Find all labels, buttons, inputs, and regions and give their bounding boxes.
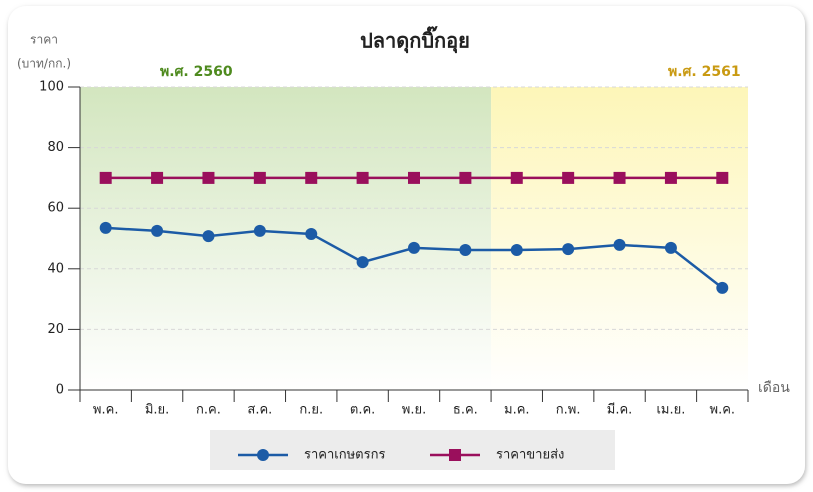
point bbox=[510, 244, 523, 257]
y-tick-label: 40 bbox=[47, 261, 64, 276]
point bbox=[510, 171, 523, 184]
legend-label: ราคาขายส่ง bbox=[496, 448, 564, 463]
period-label: พ.ศ. 2560 bbox=[160, 64, 233, 80]
legend-label: ราคาเกษตรกร bbox=[304, 448, 385, 463]
x-tick-label: พ.ค. bbox=[710, 403, 736, 418]
point bbox=[408, 241, 420, 254]
x-tick-label: ธ.ค. bbox=[453, 403, 478, 418]
legend-marker bbox=[449, 449, 461, 461]
x-tick-label: ก.ย. bbox=[299, 403, 323, 418]
point bbox=[664, 171, 677, 184]
point bbox=[664, 241, 677, 254]
x-tick-label: มี.ค. bbox=[607, 402, 633, 418]
point bbox=[99, 171, 112, 184]
point bbox=[459, 171, 472, 184]
period-band bbox=[491, 87, 748, 390]
x-tick-label: ส.ค. bbox=[247, 403, 272, 418]
point bbox=[716, 281, 729, 294]
point bbox=[562, 243, 575, 256]
x-tick-label: ก.ค. bbox=[196, 403, 221, 418]
point bbox=[356, 171, 369, 184]
point bbox=[202, 230, 215, 243]
point bbox=[562, 171, 575, 184]
point bbox=[408, 171, 420, 184]
point bbox=[356, 256, 369, 269]
x-tick-label: พ.ย. bbox=[402, 403, 426, 418]
y-tick-label: 20 bbox=[47, 322, 64, 337]
period-band bbox=[80, 87, 492, 390]
y-tick-label: 80 bbox=[47, 140, 64, 155]
point bbox=[459, 244, 472, 257]
x-tick-label: พ.ค. bbox=[93, 403, 119, 418]
x-tick-label: ก.พ. bbox=[556, 403, 581, 418]
point bbox=[716, 171, 729, 184]
point bbox=[151, 224, 164, 237]
y-axis-label: ราคา bbox=[30, 33, 58, 47]
x-tick-label: มิ.ย. bbox=[145, 403, 169, 418]
x-axis-label: เดือน bbox=[758, 380, 790, 396]
y-tick-label: 0 bbox=[56, 383, 64, 398]
point bbox=[613, 171, 626, 184]
point bbox=[151, 171, 164, 184]
chart-title: ปลาดุกบิ๊กอุย bbox=[360, 26, 470, 54]
legend-box bbox=[210, 430, 615, 470]
point bbox=[305, 171, 318, 184]
y-tick-label: 100 bbox=[39, 80, 64, 95]
x-tick-label: ต.ค. bbox=[350, 403, 375, 418]
point bbox=[305, 227, 318, 240]
point bbox=[253, 171, 266, 184]
point bbox=[202, 171, 215, 184]
x-tick-label: เม.ย. bbox=[656, 403, 685, 418]
x-tick-label: ม.ค. bbox=[504, 403, 530, 418]
point bbox=[253, 224, 266, 237]
y-tick-label: 60 bbox=[47, 201, 64, 216]
point bbox=[613, 238, 626, 251]
y-axis-label: (บาท/กก.) bbox=[17, 57, 71, 71]
period-label: พ.ศ. 2561 bbox=[668, 64, 741, 80]
point bbox=[99, 221, 112, 234]
legend-marker bbox=[257, 449, 269, 461]
